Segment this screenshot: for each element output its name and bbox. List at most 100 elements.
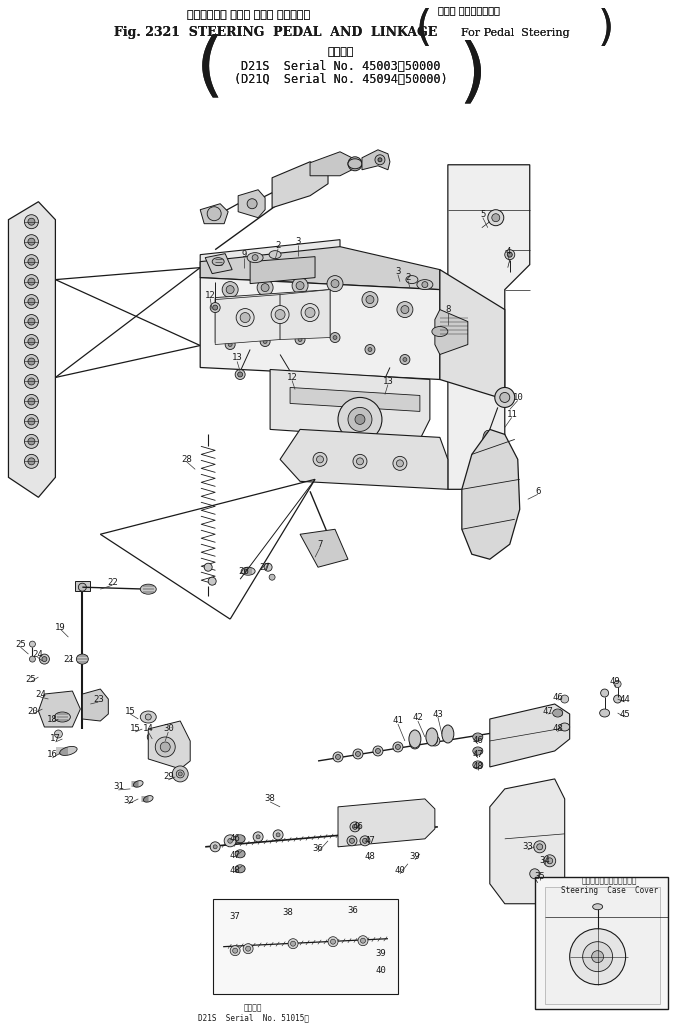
Text: 48: 48 xyxy=(473,762,483,771)
Text: 24: 24 xyxy=(35,690,46,699)
Ellipse shape xyxy=(432,326,448,337)
Polygon shape xyxy=(310,151,352,176)
Polygon shape xyxy=(440,270,505,399)
Circle shape xyxy=(222,281,238,298)
Text: 46: 46 xyxy=(473,737,483,746)
Text: 9: 9 xyxy=(241,251,247,259)
Circle shape xyxy=(373,746,383,756)
Circle shape xyxy=(375,154,385,165)
Text: 48: 48 xyxy=(365,852,375,861)
Circle shape xyxy=(25,314,38,328)
Ellipse shape xyxy=(483,431,493,448)
Text: 2: 2 xyxy=(276,241,281,251)
Text: For Pedal  Steering: For Pedal Steering xyxy=(462,28,570,38)
Circle shape xyxy=(264,564,272,571)
Circle shape xyxy=(40,654,49,664)
Text: 15: 15 xyxy=(130,724,140,733)
Polygon shape xyxy=(250,257,315,283)
Ellipse shape xyxy=(560,723,569,731)
Text: 適用号機: 適用号機 xyxy=(244,1004,263,1012)
Circle shape xyxy=(601,690,608,697)
Circle shape xyxy=(210,303,220,313)
Circle shape xyxy=(500,393,509,402)
Polygon shape xyxy=(201,247,440,290)
Circle shape xyxy=(228,839,233,843)
Text: 35: 35 xyxy=(535,873,545,881)
Text: 34: 34 xyxy=(539,856,550,865)
Circle shape xyxy=(178,772,182,775)
Circle shape xyxy=(256,835,260,839)
Circle shape xyxy=(333,752,343,762)
Circle shape xyxy=(530,869,539,879)
Text: 47: 47 xyxy=(365,837,375,845)
Text: 4: 4 xyxy=(505,248,510,256)
Circle shape xyxy=(25,335,38,349)
Polygon shape xyxy=(435,310,468,355)
Ellipse shape xyxy=(473,733,483,741)
Circle shape xyxy=(28,358,35,365)
Ellipse shape xyxy=(269,251,281,259)
Ellipse shape xyxy=(235,850,245,858)
Ellipse shape xyxy=(417,279,433,290)
Ellipse shape xyxy=(76,654,89,664)
Ellipse shape xyxy=(552,709,563,717)
Text: 36: 36 xyxy=(312,844,323,853)
Circle shape xyxy=(257,279,273,296)
Circle shape xyxy=(362,838,368,843)
Circle shape xyxy=(230,945,240,955)
Polygon shape xyxy=(338,799,435,847)
Text: D21S  Serial No. 45003～50000: D21S Serial No. 45003～50000 xyxy=(241,60,441,74)
Text: 19: 19 xyxy=(55,623,65,631)
Ellipse shape xyxy=(473,747,483,755)
Polygon shape xyxy=(490,704,569,767)
Polygon shape xyxy=(216,295,280,345)
Circle shape xyxy=(25,274,38,288)
Circle shape xyxy=(291,941,295,946)
Circle shape xyxy=(488,210,504,226)
Text: 22: 22 xyxy=(107,578,118,587)
Circle shape xyxy=(301,304,319,321)
Ellipse shape xyxy=(235,835,245,843)
Circle shape xyxy=(276,833,280,837)
Text: 17: 17 xyxy=(50,735,61,744)
Polygon shape xyxy=(270,369,430,440)
Ellipse shape xyxy=(59,747,77,755)
Ellipse shape xyxy=(247,253,263,263)
Circle shape xyxy=(235,369,245,380)
Circle shape xyxy=(377,390,383,395)
Circle shape xyxy=(330,332,340,343)
Text: 48: 48 xyxy=(552,724,563,733)
Circle shape xyxy=(28,258,35,265)
Polygon shape xyxy=(490,779,565,903)
Circle shape xyxy=(561,695,569,703)
Circle shape xyxy=(492,214,500,222)
Circle shape xyxy=(145,714,151,720)
Circle shape xyxy=(28,238,35,246)
Circle shape xyxy=(350,821,360,832)
Circle shape xyxy=(544,855,556,866)
Polygon shape xyxy=(83,690,108,721)
Text: 46: 46 xyxy=(552,693,563,702)
Circle shape xyxy=(614,680,621,687)
Text: ステアリング ペダル および リンケージ: ステアリング ペダル および リンケージ xyxy=(187,10,310,20)
Circle shape xyxy=(368,348,372,352)
Circle shape xyxy=(247,198,257,209)
Circle shape xyxy=(430,736,440,746)
Text: D21S  Serial  No. 51015～: D21S Serial No. 51015～ xyxy=(198,1013,309,1022)
Circle shape xyxy=(28,278,35,285)
Text: 11: 11 xyxy=(507,410,517,419)
Circle shape xyxy=(28,438,35,445)
Polygon shape xyxy=(213,899,398,993)
Circle shape xyxy=(225,340,235,350)
Ellipse shape xyxy=(599,709,610,717)
Circle shape xyxy=(365,345,375,355)
Text: 33: 33 xyxy=(522,842,533,851)
Text: 2: 2 xyxy=(405,273,411,282)
Text: 26: 26 xyxy=(239,567,250,576)
Ellipse shape xyxy=(134,781,143,788)
Polygon shape xyxy=(280,290,330,340)
Text: 21: 21 xyxy=(63,655,74,664)
Circle shape xyxy=(237,372,243,377)
Circle shape xyxy=(349,838,355,843)
Circle shape xyxy=(275,310,285,319)
